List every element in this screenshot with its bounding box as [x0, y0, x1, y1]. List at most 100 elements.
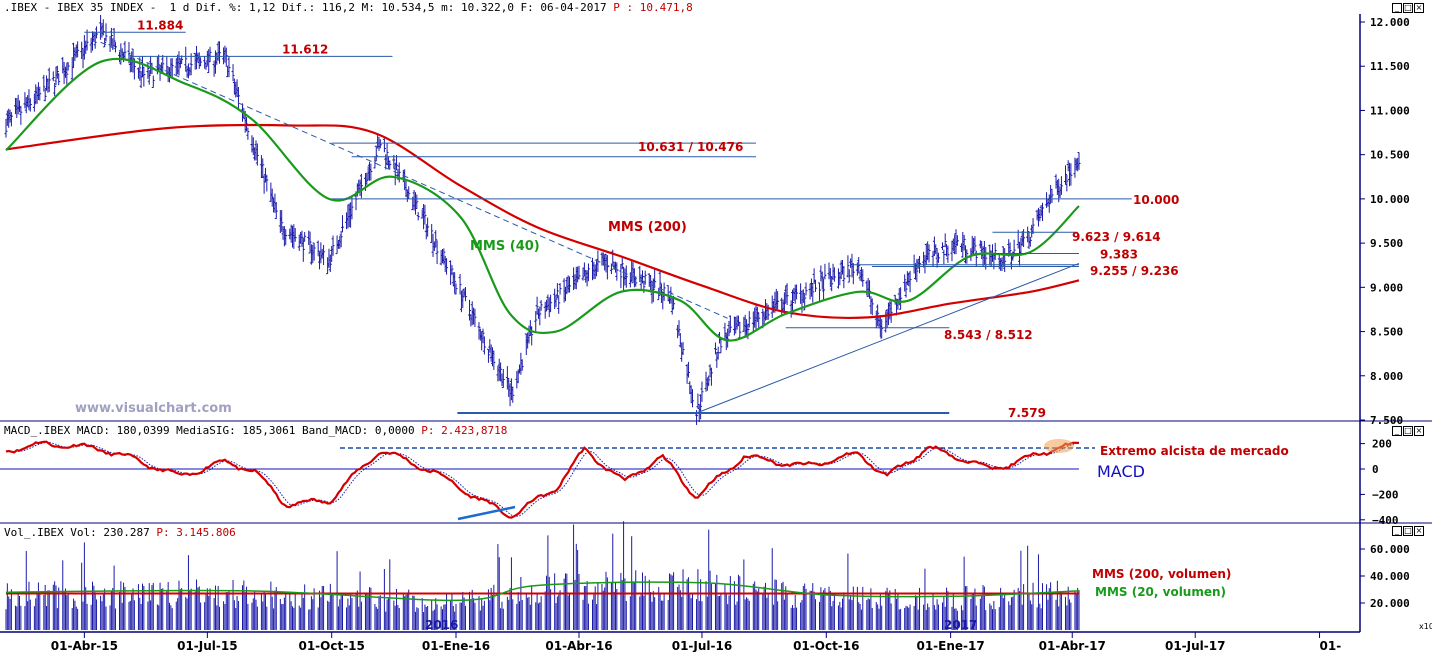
ohlc-bar: [435, 240, 439, 265]
ohlc-bar: [776, 291, 780, 310]
x-tick-label: 01-Oct-15: [298, 639, 364, 652]
minimize-icon[interactable]: _: [1392, 526, 1402, 536]
ohlc-bar: [1028, 236, 1032, 247]
support-trendline: [696, 262, 1080, 414]
ohlc-bar: [677, 320, 681, 336]
price-window-controls: _ □ ×: [1392, 3, 1424, 13]
axis-labels-layer: 12.000 11.500 11.000 10.500 10.000 9.500 9.000…: [51, 16, 1410, 652]
ohlc-bar: [628, 272, 632, 288]
ohlc-bar: [161, 54, 165, 74]
ohlc-bar: [415, 194, 419, 210]
ohlc-bar: [218, 41, 222, 64]
ohlc-bar: [42, 74, 46, 92]
ohlc-bar: [113, 42, 117, 53]
close-icon[interactable]: ×: [1414, 526, 1424, 536]
ohlc-bar: [112, 27, 116, 47]
ohlc-bar: [170, 58, 174, 77]
ohlc-bar: [662, 282, 666, 301]
ohlc-bar: [847, 269, 851, 283]
ohlc-bar: [818, 282, 822, 301]
ohlc-bar: [204, 62, 208, 70]
ohlc-bar: [85, 29, 89, 51]
minimize-icon[interactable]: _: [1392, 426, 1402, 436]
ohlc-bar: [942, 249, 946, 265]
maximize-icon[interactable]: □: [1403, 426, 1413, 436]
ohlc-bar: [820, 271, 824, 290]
ohlc-bar: [903, 274, 907, 292]
ohlc-bar: [691, 389, 695, 408]
x-tick-label: 01-Abr-16: [545, 639, 612, 652]
ohlc-bar: [870, 298, 874, 316]
volume-legend-20: MMS (20, volumen): [1095, 585, 1226, 599]
price-y-tick-label: 8.500: [1370, 326, 1403, 339]
ohlc-bar: [832, 267, 836, 282]
ohlc-bar: [876, 304, 880, 327]
ohlc-bar: [76, 41, 80, 58]
ohlc-bar: [707, 375, 711, 387]
ohlc-bar: [946, 245, 950, 263]
ohlc-bar: [388, 160, 392, 170]
ohlc-bar: [936, 252, 940, 263]
ohlc-bar: [101, 19, 105, 36]
level-label: 8.543 / 8.512: [944, 328, 1033, 342]
ohlc-bar: [1038, 209, 1042, 222]
ohlc-bar: [861, 269, 865, 287]
ohlc-bar: [746, 323, 750, 340]
ohlc-bar: [312, 242, 316, 261]
x-tick-label: 01-Abr-15: [51, 639, 118, 652]
macd-header-text: MACD_.IBEX MACD: 180,0399 MediaSIG: 185,…: [4, 424, 415, 437]
ohlc-bar: [1047, 194, 1051, 213]
volume-legend-200: MMS (200, volumen): [1092, 567, 1231, 581]
ohlc-bar: [709, 367, 713, 386]
ohlc-bar: [9, 112, 13, 127]
ohlc-bar: [713, 342, 717, 355]
volume-panel-header: Vol_.IBEX Vol: 230.287 P: 3.145.806: [4, 526, 236, 539]
close-icon[interactable]: ×: [1414, 3, 1424, 13]
price-y-tick-label: 10.000: [1370, 193, 1410, 206]
ohlc-bar: [434, 230, 438, 248]
level-label: 7.579: [1008, 406, 1046, 420]
price-y-tick-label: 10.500: [1370, 149, 1410, 162]
ohlc-bar: [303, 232, 307, 242]
ohlc-bar: [463, 287, 467, 302]
support-resistance-layer: 11.884 11.612 10.631 / 10.476 10.000 9.623 /…: [84, 18, 1179, 420]
ohlc-bar: [1008, 242, 1012, 256]
ohlc-bar: [359, 173, 363, 199]
ohlc-bar: [538, 306, 542, 326]
ohlc-bar: [811, 283, 815, 303]
ohlc-bar: [255, 143, 259, 166]
ohlc-bar: [955, 235, 959, 246]
ohlc-bar: [558, 283, 562, 295]
ohlc-bar: [274, 202, 278, 220]
ohlc-bar: [501, 368, 505, 389]
volume-scale-note: x10: [1419, 622, 1432, 631]
ohlc-bar: [927, 244, 931, 263]
ohlc-bar: [445, 258, 449, 275]
ohlc-bar: [577, 265, 581, 280]
level-label: 9.623 / 9.614: [1072, 230, 1161, 244]
x-tick-label: 01-Oct-16: [793, 639, 859, 652]
ohlc-bar: [1012, 239, 1016, 256]
ohlc-bar: [93, 31, 97, 49]
ohlc-bar: [19, 105, 23, 125]
macd-y-tick-label: −400: [1372, 514, 1399, 527]
macd-y-tick-label: −200: [1372, 488, 1399, 501]
maximize-icon[interactable]: □: [1403, 3, 1413, 13]
ohlc-bar: [908, 270, 912, 293]
level-label: 10.631 / 10.476: [638, 140, 743, 154]
minimize-icon[interactable]: _: [1392, 3, 1402, 13]
ohlc-bar: [395, 155, 399, 171]
ohlc-bar: [653, 269, 657, 289]
maximize-icon[interactable]: □: [1403, 526, 1413, 536]
price-header-text: .IBEX - IBEX 35 INDEX - 1 d Dif. %: 1,12…: [4, 1, 607, 14]
ohlc-bar: [199, 57, 203, 67]
ohlc-bar: [454, 283, 458, 295]
ohlc-bar: [184, 46, 188, 72]
price-y-tick-label: 12.000: [1370, 16, 1410, 29]
close-icon[interactable]: ×: [1414, 426, 1424, 436]
ohlc-bar: [486, 348, 490, 363]
ohlc-bar: [686, 361, 690, 378]
ohlc-bar: [481, 328, 485, 344]
price-y-tick-label: 7.500: [1370, 414, 1403, 427]
